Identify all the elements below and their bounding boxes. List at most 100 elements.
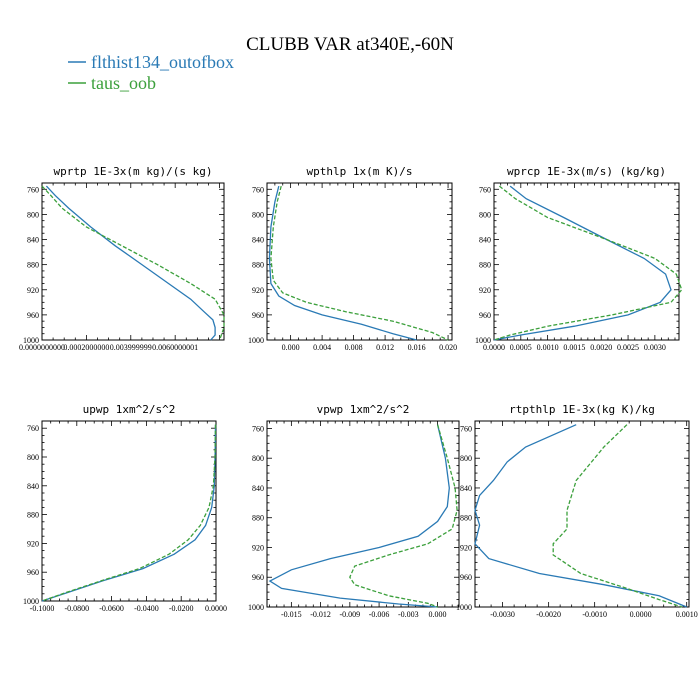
- series-line-flthist134_outofbox: [474, 424, 687, 608]
- plot-frame: [493, 182, 680, 341]
- x-tick-label: -0.0020: [536, 610, 561, 619]
- y-tick-label: 880: [252, 514, 264, 523]
- y-tick-label: 840: [252, 484, 264, 493]
- subplot-title: wpthlp 1x(m K)/s: [307, 165, 413, 178]
- x-tick-label: -0.1000: [30, 604, 55, 613]
- x-tick-label: 0.000: [282, 343, 300, 352]
- y-tick-label: 960: [460, 573, 472, 582]
- y-tick-label: 960: [252, 573, 264, 582]
- y-tick-label: 920: [27, 286, 39, 295]
- x-tick-label: 0.0020: [590, 343, 612, 352]
- y-tick-label: 1000: [456, 603, 472, 612]
- y-tick-label: 800: [27, 453, 39, 462]
- y-tick-label: 760: [27, 185, 39, 194]
- series-line-taus_oob: [41, 424, 217, 602]
- subplot-4: upwp 1xm^2/s^2 760 800 840 880 920 960 1000-0.1…: [23, 403, 227, 613]
- plot-frame: [266, 420, 460, 608]
- x-tick-label: -0.0010: [582, 610, 607, 619]
- y-tick-label: 960: [27, 568, 39, 577]
- subplot-title: wprtp 1E-3x(m kg)/(s kg): [54, 165, 213, 178]
- legend-label-taus_oob: taus_oob: [91, 73, 156, 93]
- y-tick-label: 1000: [248, 336, 264, 345]
- y-tick-label: 880: [252, 261, 264, 270]
- y-tick-label: 840: [27, 236, 39, 245]
- x-tick-label: -0.003: [398, 610, 419, 619]
- y-tick-label: 960: [252, 311, 264, 320]
- y-tick-label: 920: [27, 539, 39, 548]
- series-line-flthist134_outofbox: [493, 185, 672, 341]
- x-tick-label: 0.0025: [617, 343, 639, 352]
- x-tick-label: -0.0600: [99, 604, 124, 613]
- x-tick-label: 0.0000: [630, 610, 652, 619]
- series-line-flthist134_outofbox: [45, 185, 216, 341]
- x-tick-label: -0.0200: [169, 604, 194, 613]
- figure-title: CLUBB VAR at340E,-60N: [246, 34, 454, 55]
- x-tick-label: 0.016: [408, 343, 426, 352]
- subplot-title: upwp 1xm^2/s^2: [83, 403, 176, 416]
- x-tick-label: -0.0800: [64, 604, 89, 613]
- x-tick-label: 0.0030: [644, 343, 666, 352]
- y-tick-label: 760: [27, 424, 39, 433]
- y-tick-label: 880: [460, 514, 472, 523]
- x-tick-label: 0.003999999: [110, 343, 152, 352]
- x-tick-label: 0.020: [439, 343, 457, 352]
- y-tick-label: 800: [252, 210, 264, 219]
- x-tick-label: 0.004: [313, 343, 331, 352]
- plot-frame: [41, 420, 217, 602]
- y-tick-label: 800: [252, 454, 264, 463]
- y-tick-label: 1000: [475, 336, 491, 345]
- y-tick-label: 1000: [23, 336, 39, 345]
- x-tick-label: 0.012: [376, 343, 394, 352]
- x-tick-label: 0.0000: [205, 604, 227, 613]
- x-tick-label: -0.0400: [134, 604, 159, 613]
- x-tick-label: 0.0010: [537, 343, 559, 352]
- y-tick-label: 840: [252, 236, 264, 245]
- x-tick-label: -0.006: [369, 610, 390, 619]
- y-tick-label: 760: [479, 185, 491, 194]
- x-tick-label: 0.000: [429, 610, 447, 619]
- x-tick-label: -0.009: [340, 610, 361, 619]
- subplot-6: rtpthlp 1E-3x(kg K)/kg 760 800 840 880 920 960…: [456, 403, 698, 619]
- y-tick-label: 880: [27, 511, 39, 520]
- y-tick-label: 760: [252, 424, 264, 433]
- y-tick-label: 920: [252, 286, 264, 295]
- y-tick-label: 920: [479, 286, 491, 295]
- plot-frame: [474, 420, 690, 608]
- series-line-taus_oob: [349, 424, 458, 608]
- x-tick-label: 0.0005: [510, 343, 532, 352]
- subplot-3: wprcp 1E-3x(m/s) (kg/kg) 760 800 840 880 920 9…: [475, 165, 683, 352]
- x-tick-label: 0.0010: [676, 610, 698, 619]
- y-tick-label: 960: [479, 311, 491, 320]
- y-tick-label: 960: [27, 311, 39, 320]
- series-line-taus_oob: [270, 185, 449, 341]
- y-tick-label: 920: [252, 543, 264, 552]
- subplots: wprtp 1E-3x(m kg)/(s kg) 760 800 840 880 920 9…: [19, 165, 698, 619]
- y-tick-label: 800: [479, 210, 491, 219]
- y-tick-label: 1000: [248, 603, 264, 612]
- x-tick-label: 0.0015: [563, 343, 585, 352]
- series-line-flthist134_outofbox: [268, 185, 417, 341]
- y-tick-label: 800: [27, 210, 39, 219]
- plot-frame: [266, 182, 453, 341]
- subplot-title: vpwp 1xm^2/s^2: [317, 403, 410, 416]
- subplot-title: wprcp 1E-3x(m/s) (kg/kg): [507, 165, 666, 178]
- y-tick-label: 840: [27, 482, 39, 491]
- x-tick-label: -0.015: [281, 610, 302, 619]
- y-tick-label: 880: [479, 261, 491, 270]
- x-tick-label: 0.0002000000: [63, 343, 109, 352]
- y-tick-label: 880: [27, 261, 39, 270]
- x-tick-label: -0.0030: [490, 610, 515, 619]
- y-tick-label: 760: [252, 185, 264, 194]
- y-tick-label: 840: [460, 484, 472, 493]
- subplot-5: vpwp 1xm^2/s^2 760 800 840 880 920 960 1000 -0.0…: [248, 403, 460, 619]
- subplot-2: wpthlp 1x(m K)/s 760 800 840 880 920 960 1000 0.…: [248, 165, 457, 352]
- x-tick-label: 0.0000000000: [19, 343, 65, 352]
- x-tick-label: 0.0060000001: [152, 343, 198, 352]
- legend: flthist134_outofbox taus_oob: [68, 52, 234, 93]
- y-tick-label: 920: [460, 543, 472, 552]
- series-line-taus_oob: [552, 424, 683, 608]
- series-line-flthist134_outofbox: [41, 424, 217, 602]
- plot-frame: [41, 182, 225, 341]
- subplot-title: rtpthlp 1E-3x(kg K)/kg: [509, 403, 655, 416]
